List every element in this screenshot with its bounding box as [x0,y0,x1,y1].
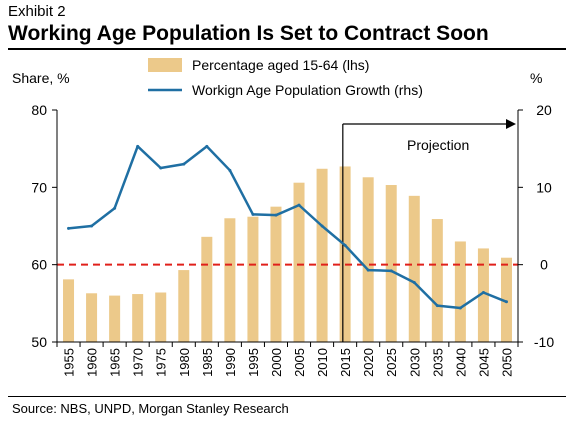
left-tick-label: 70 [31,179,47,195]
bar-2030 [408,195,420,342]
bar-2020 [362,177,374,342]
bar-2040 [454,241,466,342]
bar-1980 [178,270,190,342]
right-tick-label: 10 [536,179,552,195]
bar-1975 [155,292,167,342]
growth-point-2025 [389,269,393,273]
x-tick-label: 2020 [361,348,376,377]
exhibit-label: Exhibit 2 [8,3,66,20]
x-tick-label: 1965 [108,348,123,377]
growth-point-1975 [159,166,163,170]
x-tick-label: 1980 [177,348,192,377]
growth-point-2005 [297,203,301,207]
growth-point-1970 [136,144,140,148]
x-tick-label: 2035 [430,348,445,377]
bar-1985 [201,236,213,342]
left-tick-label: 50 [31,334,47,350]
bar-1970 [132,294,144,342]
growth-point-2020 [366,268,370,272]
growth-point-1955 [67,226,71,230]
bar-2045 [477,248,489,342]
growth-point-1960 [90,224,94,228]
source-note: Source: NBS, UNPD, Morgan Stanley Resear… [12,401,289,416]
title-rule [8,48,566,50]
x-tick-label: 1975 [154,348,169,377]
bar-2025 [385,185,397,342]
legend: Percentage aged 15-64 (lhs) Workign Age … [148,57,423,98]
growth-point-2050 [504,300,508,304]
x-tick-label: 2045 [476,348,491,377]
x-tick-label: 1985 [200,348,215,377]
x-tick-label: 1955 [62,348,77,377]
bar-2010 [316,168,328,342]
x-tick-label: 2050 [499,348,514,377]
growth-point-1990 [228,168,232,172]
x-tick-label: 2010 [315,348,330,377]
bar-1990 [224,218,236,342]
legend-bar-label: Percentage aged 15-64 (lhs) [192,57,369,73]
left-axis-title: Share, % [12,70,70,86]
x-tick-label: 1990 [223,348,238,377]
growth-point-2045 [481,291,485,295]
left-tick-label: 80 [31,102,47,118]
bar-1995 [247,216,259,342]
footer-rule [8,396,566,397]
growth-point-2040 [458,306,462,310]
right-tick-label: -10 [534,334,554,350]
x-tick-label: 1995 [246,348,261,377]
x-tick-label: 2015 [338,348,353,377]
left-tick-label: 60 [31,257,47,273]
x-tick-label: 2025 [384,348,399,377]
right-tick-label: 0 [540,257,548,273]
growth-point-2030 [412,280,416,284]
x-tick-label: 2040 [453,348,468,377]
projection-arrow-head [506,119,516,129]
growth-point-1985 [205,144,209,148]
chart-area: Percentage aged 15-64 (lhs) Workign Age … [12,57,554,377]
bar-2050 [500,257,512,342]
x-tick-label: 1970 [131,348,146,377]
bar-1960 [86,293,98,342]
bar-2000 [270,206,282,342]
legend-line-label: Workign Age Population Growth (rhs) [192,82,423,98]
growth-point-2035 [435,304,439,308]
right-tick-label: 20 [536,102,552,118]
x-tick-label: 2030 [407,348,422,377]
x-tick-label: 1960 [85,348,100,377]
x-tick-label: 2005 [292,348,307,377]
legend-bar-swatch [148,58,182,72]
growth-point-1995 [251,212,255,216]
projection-label: Projection [407,137,469,153]
bar-1965 [109,295,121,342]
growth-point-2010 [320,224,324,228]
growth-point-1965 [113,206,117,210]
bar-2005 [293,182,305,342]
x-tick-label: 2000 [269,348,284,377]
bar-2015 [339,166,351,342]
growth-line [68,145,507,310]
bar-1955 [63,279,75,342]
bar-2035 [431,219,443,342]
growth-point-2000 [274,213,278,217]
growth-point-2015 [343,243,347,247]
right-axis-title: % [530,70,542,86]
growth-point-1980 [182,162,186,166]
chart-title: Working Age Population Is Set to Contrac… [8,22,489,45]
